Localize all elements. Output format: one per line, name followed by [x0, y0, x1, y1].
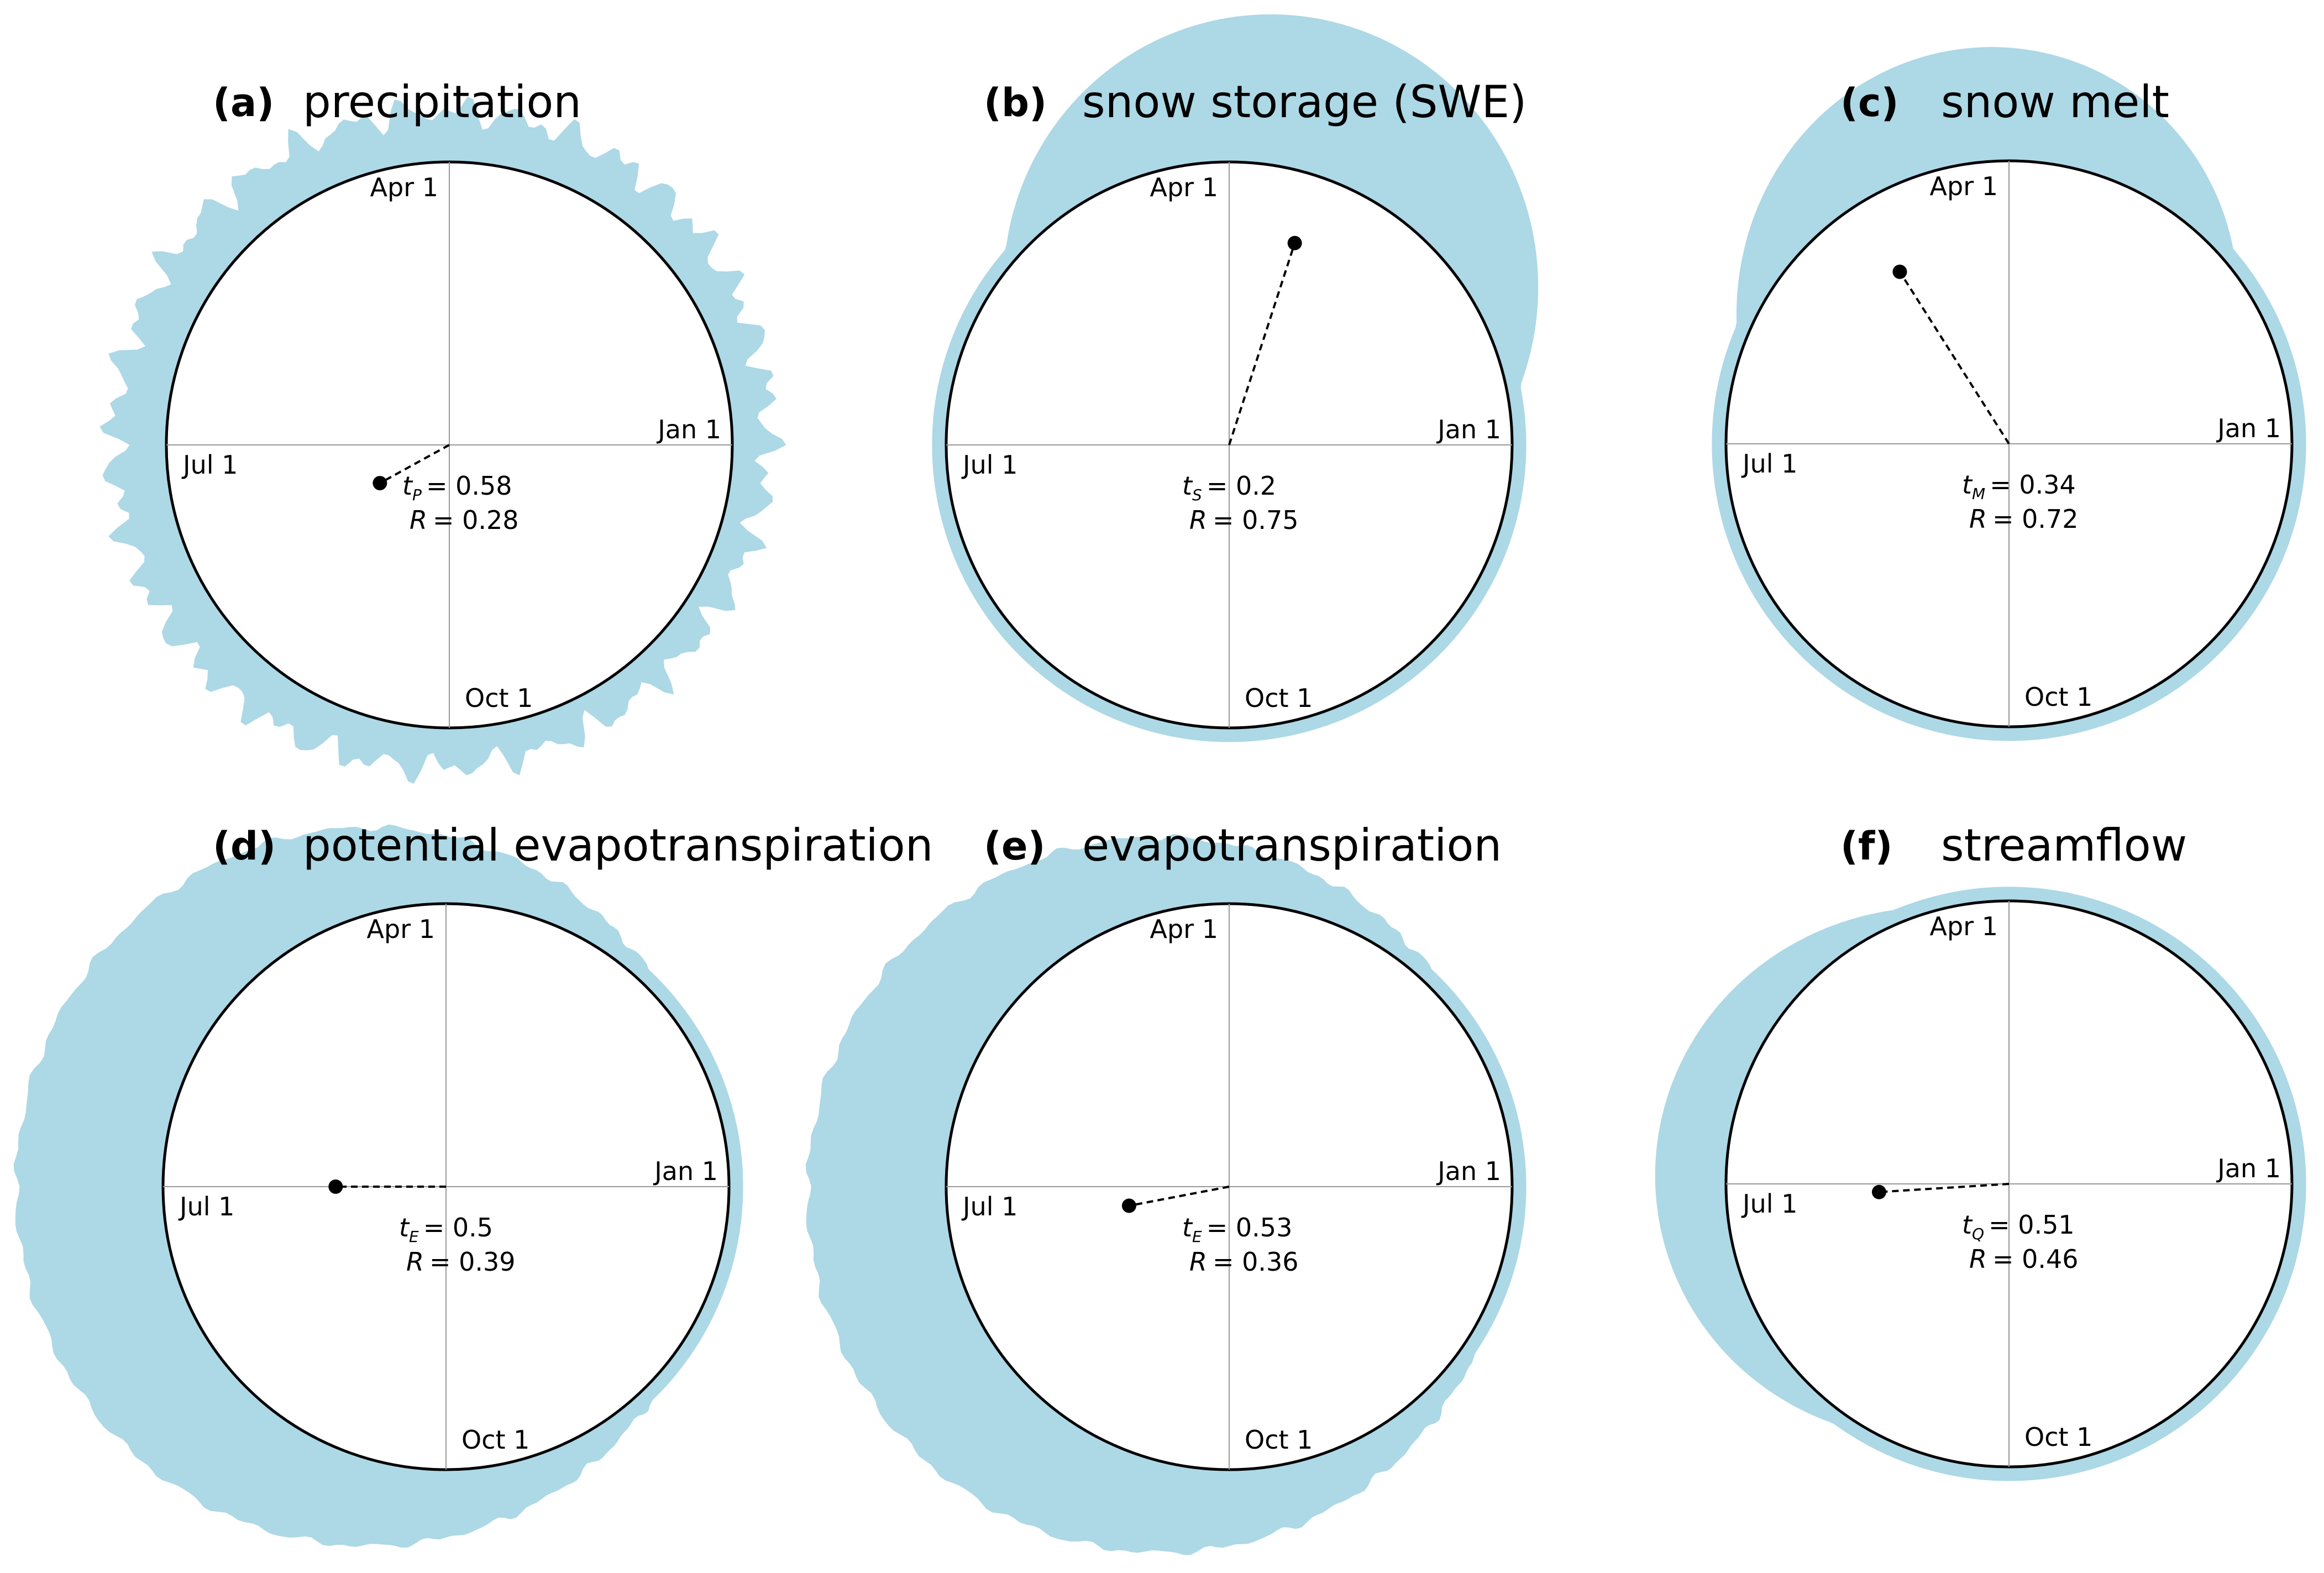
timing-stat: tE = 0.53: [1182, 1213, 1292, 1246]
timing-stat: tE = 0.5: [399, 1213, 493, 1246]
timing-stat: tM = 0.34: [1962, 470, 2076, 503]
label-oct-1: Oct 1: [2024, 682, 2092, 712]
timing-point: [1871, 1184, 1886, 1199]
timing-point: [1121, 1198, 1136, 1213]
timing-subscript: P: [412, 486, 422, 504]
label-apr-1: Apr 1: [367, 914, 435, 944]
label-apr-1: Apr 1: [1930, 911, 1998, 941]
resultant-value: = 0.39: [429, 1247, 516, 1277]
timing-value: = 0.34: [1990, 470, 2076, 500]
panel-letter: (d): [213, 824, 276, 869]
timing-symbol-t: t: [1182, 1213, 1193, 1242]
label-apr-1: Apr 1: [1150, 914, 1218, 944]
panel-title: streamflow: [1941, 820, 2187, 871]
timing-subscript: Q: [1972, 1225, 1984, 1243]
timing-stat: tP = 0.58: [402, 471, 512, 504]
resultant-symbol: R: [406, 1247, 424, 1277]
panel-letter: (c): [1840, 80, 1898, 125]
timing-value: = 0.2: [1206, 471, 1276, 501]
timing-subscript: E: [1192, 1228, 1202, 1246]
timing-value: = 0.53: [1206, 1213, 1293, 1242]
timing-stat: tQ = 0.51: [1962, 1210, 2075, 1243]
resultant-stat: R = 0.72: [1969, 504, 2079, 534]
timing-vector: [1129, 1186, 1230, 1207]
label-jul-1: Jul 1: [1741, 449, 1797, 479]
timing-symbol-t: t: [402, 471, 413, 501]
resultant-value: = 0.46: [1992, 1244, 2079, 1274]
timing-subscript: E: [409, 1228, 419, 1246]
timing-vector: [379, 444, 450, 484]
label-jul-1: Jul 1: [1741, 1189, 1797, 1219]
label-jan-1: Jan 1: [653, 1156, 718, 1186]
timing-symbol-t: t: [399, 1213, 410, 1242]
label-oct-1: Oct 1: [465, 683, 533, 713]
label-jul-1: Jul 1: [961, 1192, 1017, 1221]
resultant-value: = 0.72: [1992, 504, 2079, 534]
resultant-symbol: R: [1969, 504, 1987, 534]
resultant-value: = 0.36: [1213, 1247, 1299, 1277]
panel-letter: (b): [984, 80, 1047, 125]
timing-value: = 0.51: [1989, 1210, 2075, 1240]
label-oct-1: Oct 1: [2024, 1422, 2092, 1452]
timing-vector: [1228, 243, 1296, 445]
label-oct-1: Oct 1: [461, 1425, 529, 1455]
resultant-stat: R = 0.46: [1969, 1244, 2079, 1274]
label-jan-1: Jan 1: [1436, 415, 1501, 444]
timing-point: [1287, 235, 1302, 250]
resultant-symbol: R: [1189, 505, 1207, 535]
panel-letter: (e): [984, 824, 1045, 869]
panel-title: evapotranspiration: [1082, 820, 1502, 871]
timing-value: = 0.5: [423, 1213, 493, 1242]
timing-subscript: M: [1972, 485, 1985, 503]
timing-point: [373, 476, 387, 491]
panel-title: snow storage (SWE): [1082, 76, 1526, 128]
label-oct-1: Oct 1: [1245, 683, 1313, 713]
timing-symbol-t: t: [1962, 470, 1973, 500]
resultant-stat: R = 0.36: [1189, 1247, 1299, 1277]
timing-point: [328, 1179, 343, 1194]
resultant-symbol: R: [410, 505, 427, 535]
label-apr-1: Apr 1: [370, 172, 438, 202]
resultant-symbol: R: [1969, 1244, 1987, 1274]
label-jul-1: Jul 1: [181, 450, 238, 480]
timing-point: [1892, 264, 1907, 279]
panel-title: potential evapotranspiration: [303, 820, 933, 871]
timing-stat: tS = 0.2: [1182, 471, 1276, 504]
label-jan-1: Jan 1: [1436, 1156, 1501, 1186]
resultant-value: = 0.28: [433, 505, 519, 535]
panel-title: precipitation: [303, 76, 581, 128]
resultant-value: = 0.75: [1213, 505, 1299, 535]
timing-symbol-t: t: [1962, 1210, 1973, 1240]
label-jul-1: Jul 1: [961, 450, 1017, 480]
resultant-symbol: R: [1189, 1247, 1207, 1277]
label-apr-1: Apr 1: [1150, 172, 1218, 202]
panel-letter: (a): [213, 80, 274, 125]
label-jan-1: Jan 1: [2216, 1153, 2281, 1183]
label-jul-1: Jul 1: [178, 1192, 234, 1221]
panel-title: snow melt: [1941, 76, 2169, 128]
timing-symbol-t: t: [1182, 471, 1193, 501]
timing-value: = 0.58: [426, 471, 512, 501]
timing-vector: [1898, 271, 2010, 445]
timing-subscript: S: [1192, 486, 1202, 504]
label-jan-1: Jan 1: [2216, 413, 2281, 443]
label-jan-1: Jan 1: [656, 415, 721, 444]
label-oct-1: Oct 1: [1245, 1425, 1313, 1455]
resultant-stat: R = 0.28: [410, 505, 519, 535]
panel-letter: (f): [1840, 824, 1892, 869]
resultant-stat: R = 0.75: [1189, 505, 1299, 535]
resultant-stat: R = 0.39: [406, 1247, 516, 1277]
label-apr-1: Apr 1: [1930, 171, 1998, 201]
